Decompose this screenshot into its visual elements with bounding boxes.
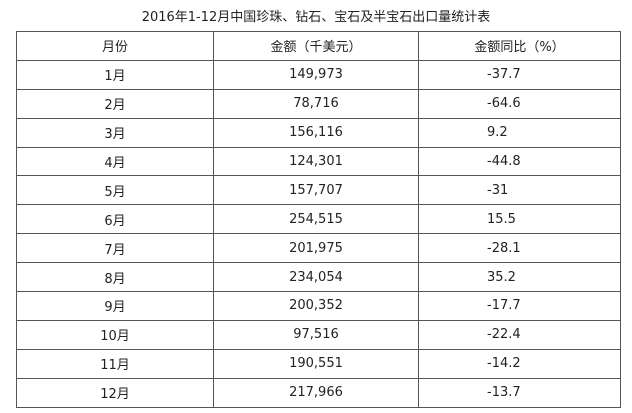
table-cell: 157,707 <box>213 175 419 206</box>
table-row: 8月 234,054 35.2 <box>16 262 621 293</box>
table-cell: 2月 <box>16 88 214 119</box>
table-cell: 5月 <box>16 175 214 206</box>
table-cell: 15.5 <box>418 204 621 235</box>
table-cell: -44.8 <box>418 146 621 177</box>
data-table: 月份 金额（千美元） 金额同比（%） 1月 149,973 -37.7 2月 78,716-… <box>16 31 621 408</box>
table-cell: 8月 <box>16 262 214 293</box>
table-cell: 190,551 <box>213 348 419 379</box>
table-cell: 124,301 <box>213 146 419 177</box>
table-cell: 156,116 <box>213 117 419 148</box>
table-cell: -14.2 <box>418 348 621 379</box>
table-cell: 97,516 <box>213 319 419 350</box>
table-cell: 9.2 <box>418 117 621 148</box>
table-cell: 3月 <box>16 117 214 148</box>
table-cell: -17.7 <box>418 291 621 321</box>
table-row: 12月 217,966 -13.7 <box>16 377 621 408</box>
table-row: 9月 200,352 -17.7 <box>16 291 621 321</box>
column-header: 金额同比（%） <box>418 31 621 61</box>
table-cell: 201,975 <box>213 233 419 264</box>
table-body: 1月 149,973 -37.7 2月 78,716 -64.6 3月 156,116 9.2 4… <box>16 59 621 408</box>
table-cell: 9月 <box>16 291 214 321</box>
table-cell: 7月 <box>16 233 214 264</box>
table-cell: 11月 <box>16 348 214 379</box>
table-cell: 1月 <box>16 59 214 90</box>
table-cell: 200,352 <box>213 291 419 321</box>
table-cell: 149,973 <box>213 59 419 90</box>
table-row: 10月 97,516 -22.4 <box>16 319 621 350</box>
column-header: 月份 <box>16 31 214 61</box>
table-cell: -28.1 <box>418 233 621 264</box>
table-cell: 78,716 <box>213 88 419 119</box>
table-row: 2月 78,716 -64.6 <box>16 88 621 119</box>
table-row: 11月 190,551 -14.2 <box>16 348 621 379</box>
table-cell: 10月 <box>16 319 214 350</box>
table-row: 6月 254,515 15.5 <box>16 204 621 235</box>
table-title: 2016年1-12月中国珍珠、钻石、宝石及半宝石出口量统计表 <box>141 10 491 25</box>
column-header: 金额（千美元） <box>213 31 419 61</box>
table-cell: -22.4 <box>418 319 621 350</box>
table-cell: 6月 <box>16 204 214 235</box>
table-row: 4月 124,301 -44.8 <box>16 146 621 177</box>
table-row: 3月 156,116 9.2 <box>16 117 621 148</box>
table-cell: 4月 <box>16 146 214 177</box>
table-cell: -31 <box>418 175 621 206</box>
table-row: 5月 157,707 -31 <box>16 175 621 206</box>
table-cell: -13.7 <box>418 377 621 408</box>
table-cell: 234,054 <box>213 262 419 293</box>
table-cell: 12月 <box>16 377 214 408</box>
table-cell: -37.7 <box>418 59 621 90</box>
table-cell: 254,515 <box>213 204 419 235</box>
table-cell: -64.6 <box>418 88 621 119</box>
table-row: 7月 201,975 -28.1 <box>16 233 621 264</box>
table-cell: 35.2 <box>418 262 621 293</box>
table-row: 1月 149,973 -37.7 <box>16 59 621 90</box>
header-row: 月份 金额（千美元） 金额同比（%） <box>16 31 621 61</box>
table-cell: 217,966 <box>213 377 419 408</box>
